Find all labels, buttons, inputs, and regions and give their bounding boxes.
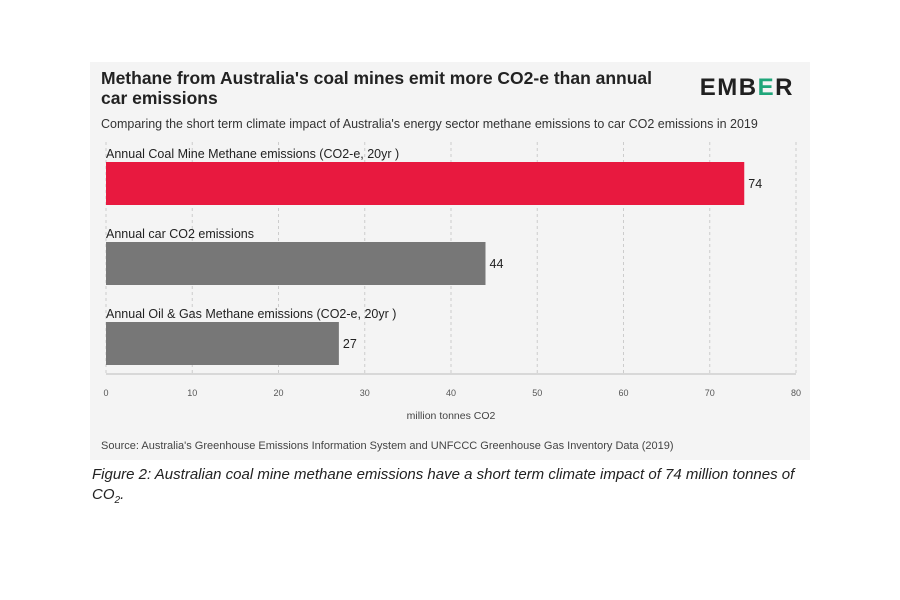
data-label-0: 74	[748, 177, 762, 191]
bar-chart: Annual Coal Mine Methane emissions (CO2-…	[103, 142, 801, 422]
x-tick-label-0: 0	[103, 388, 108, 398]
chart-subtitle: Comparing the short term climate impact …	[101, 117, 758, 131]
ember-logo: EMBER	[700, 74, 794, 102]
caption-subscript: 2	[114, 495, 121, 506]
x-tick-label-7: 70	[705, 388, 715, 398]
x-tick-label-6: 60	[618, 388, 628, 398]
x-tick-label-3: 30	[360, 388, 370, 398]
caption-end: .	[120, 486, 125, 503]
x-tick-label-4: 40	[446, 388, 456, 398]
data-label-1: 44	[490, 257, 504, 271]
x-ticks: 0 10 20 30 40 50 60 70 80	[103, 388, 801, 398]
source-note: Source: Australia's Greenhouse Emissions…	[101, 440, 674, 452]
x-tick-label-8: 80	[791, 388, 801, 398]
bar-0	[106, 162, 745, 205]
x-tick-label-5: 50	[532, 388, 542, 398]
logo-text-2: E	[757, 74, 776, 101]
figure-caption: Figure 2: Australian coal mine methane e…	[92, 465, 822, 511]
logo-text-3: R	[775, 74, 794, 101]
chart-title: Methane from Australia's coal mines emit…	[101, 68, 653, 108]
category-label-1: Annual car CO2 emissions	[106, 227, 254, 241]
bar-1	[106, 242, 486, 285]
x-tick-label-1: 10	[187, 388, 197, 398]
x-tick-label-2: 20	[273, 388, 283, 398]
chart-card: Methane from Australia's coal mines emit…	[90, 62, 810, 460]
category-label-0: Annual Coal Mine Methane emissions (CO2-…	[106, 147, 399, 161]
bar-2	[106, 322, 339, 365]
logo-text-1: EMB	[699, 74, 758, 101]
category-label-2: Annual Oil & Gas Methane emissions (CO2-…	[106, 307, 396, 321]
caption-text: Figure 2: Australian coal mine methane e…	[92, 466, 795, 503]
x-axis-label: million tonnes CO2	[407, 410, 496, 422]
data-label-2: 27	[343, 337, 357, 351]
bars: Annual Coal Mine Methane emissions (CO2-…	[106, 147, 762, 365]
